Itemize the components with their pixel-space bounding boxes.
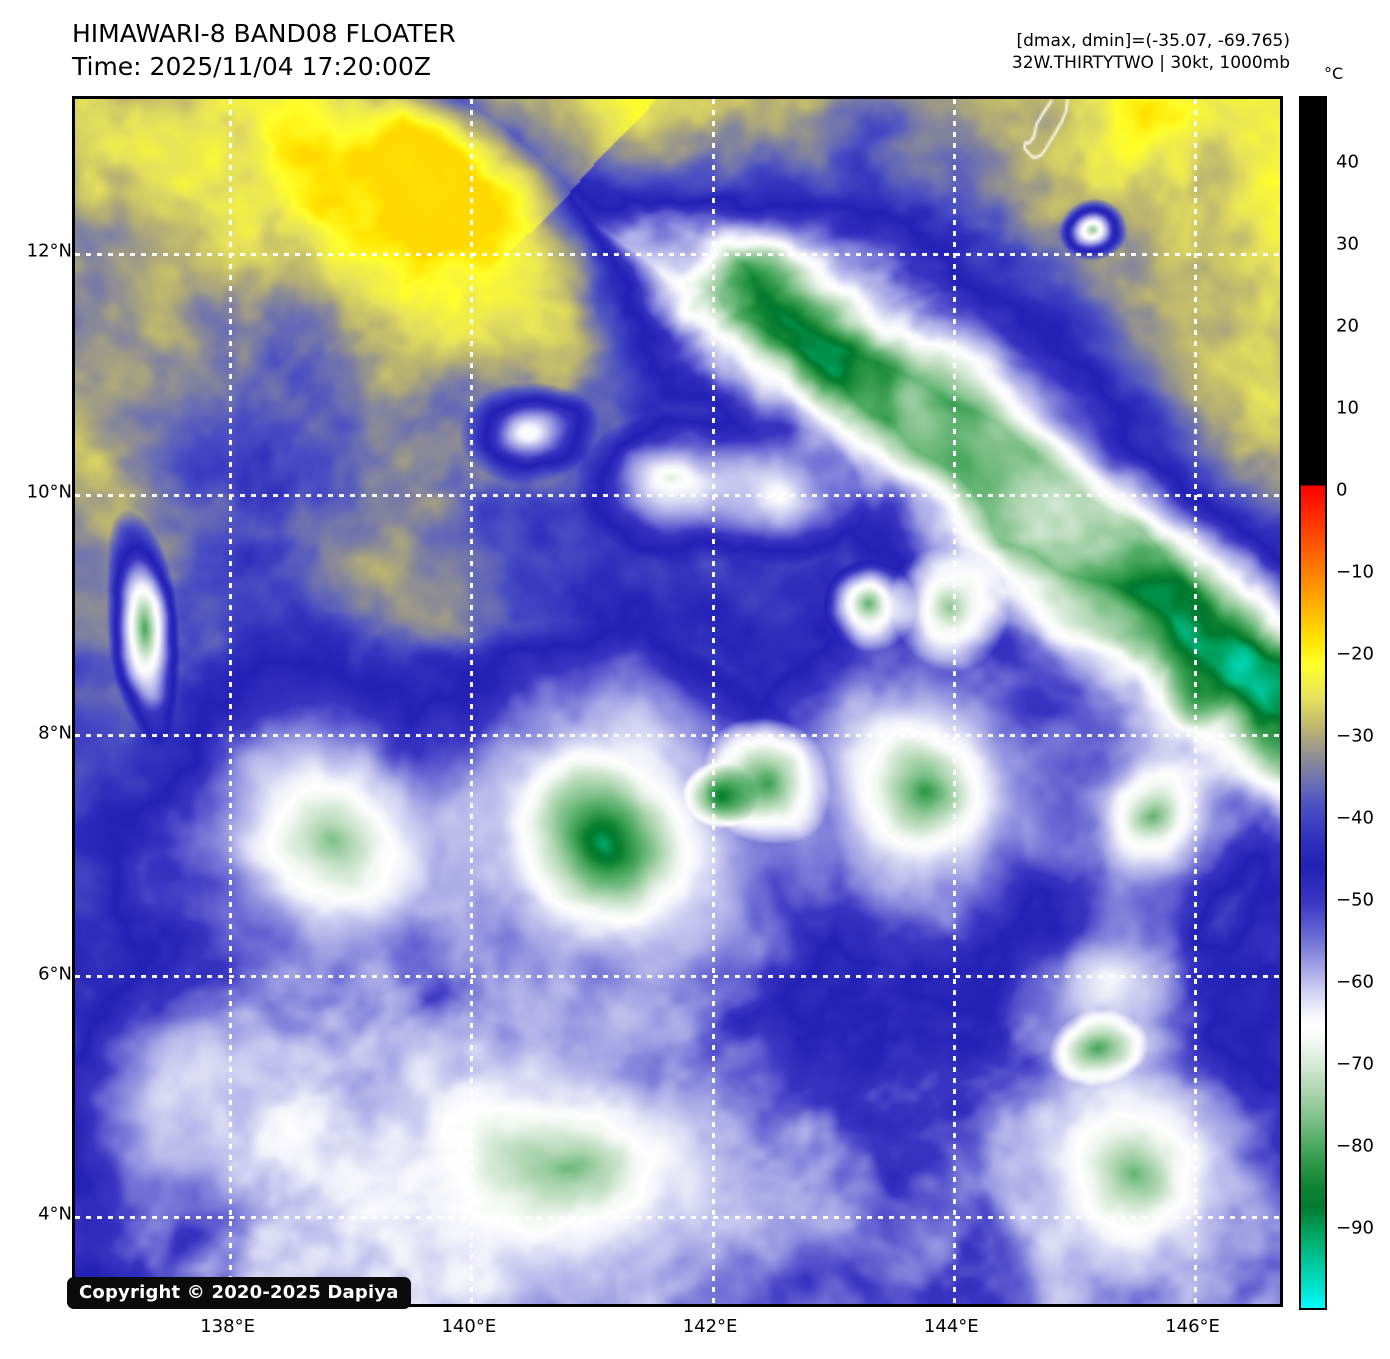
colorbar-tick-label: 10 xyxy=(1336,397,1359,419)
satellite-map[interactable] xyxy=(72,96,1283,1307)
longitude-tick-label: 142°E xyxy=(682,1316,738,1337)
temperature-colorbar xyxy=(1299,96,1327,1310)
latitude-tick-label: 12°N xyxy=(26,240,72,262)
colorbar-tick-label: −80 xyxy=(1336,1135,1374,1157)
colorbar-tick-label: −70 xyxy=(1336,1053,1374,1075)
satellite-imagery-canvas xyxy=(75,99,1280,1304)
storm-info-label: 32W.THIRTYTWO | 30kt, 1000mb xyxy=(1011,53,1290,74)
colorbar-tick-label: 30 xyxy=(1336,233,1359,255)
longitude-tick-label: 140°E xyxy=(441,1316,497,1337)
colorbar-tick-label: −20 xyxy=(1336,643,1374,665)
latitude-tick-label: 10°N xyxy=(26,481,72,503)
longitude-tick-label: 144°E xyxy=(923,1316,979,1337)
colorbar-tick-label: 20 xyxy=(1336,315,1359,337)
colorbar-tick-label: −40 xyxy=(1336,807,1374,829)
colorbar-tick-label: −90 xyxy=(1336,1217,1374,1239)
copyright-watermark: Copyright © 2020-2025 Dapiya xyxy=(67,1277,411,1309)
colorbar-tick-label: −50 xyxy=(1336,889,1374,911)
latitude-tick-label: 6°N xyxy=(38,963,72,985)
longitude-tick-label: 138°E xyxy=(200,1316,255,1337)
page-title: HIMAWARI-8 BAND08 FLOATER xyxy=(72,19,456,48)
colorbar-gradient xyxy=(1301,98,1325,1308)
colorbar-unit-label: °C xyxy=(1324,64,1344,83)
colorbar-tick-label: −60 xyxy=(1336,971,1374,993)
data-range-label: [dmax, dmin]=(-35.07, -69.765) xyxy=(1016,31,1291,51)
latitude-tick-label: 8°N xyxy=(38,722,72,744)
latitude-tick-label: 4°N xyxy=(38,1203,72,1225)
timestamp-label: Time: 2025/11/04 17:20:00Z xyxy=(72,51,431,81)
longitude-tick-label: 146°E xyxy=(1165,1316,1220,1337)
metadata-block: [dmax, dmin]=(-35.07, -69.765) 32W.THIRT… xyxy=(1012,30,1290,75)
colorbar-tick-label: 40 xyxy=(1336,151,1359,173)
colorbar-tick-label: −30 xyxy=(1336,725,1374,747)
colorbar-tick-label: 0 xyxy=(1336,479,1348,501)
colorbar-tick-label: −10 xyxy=(1336,561,1374,583)
title-block: HIMAWARI-8 BAND08 FLOATER Time: 2025/11/… xyxy=(72,18,456,83)
